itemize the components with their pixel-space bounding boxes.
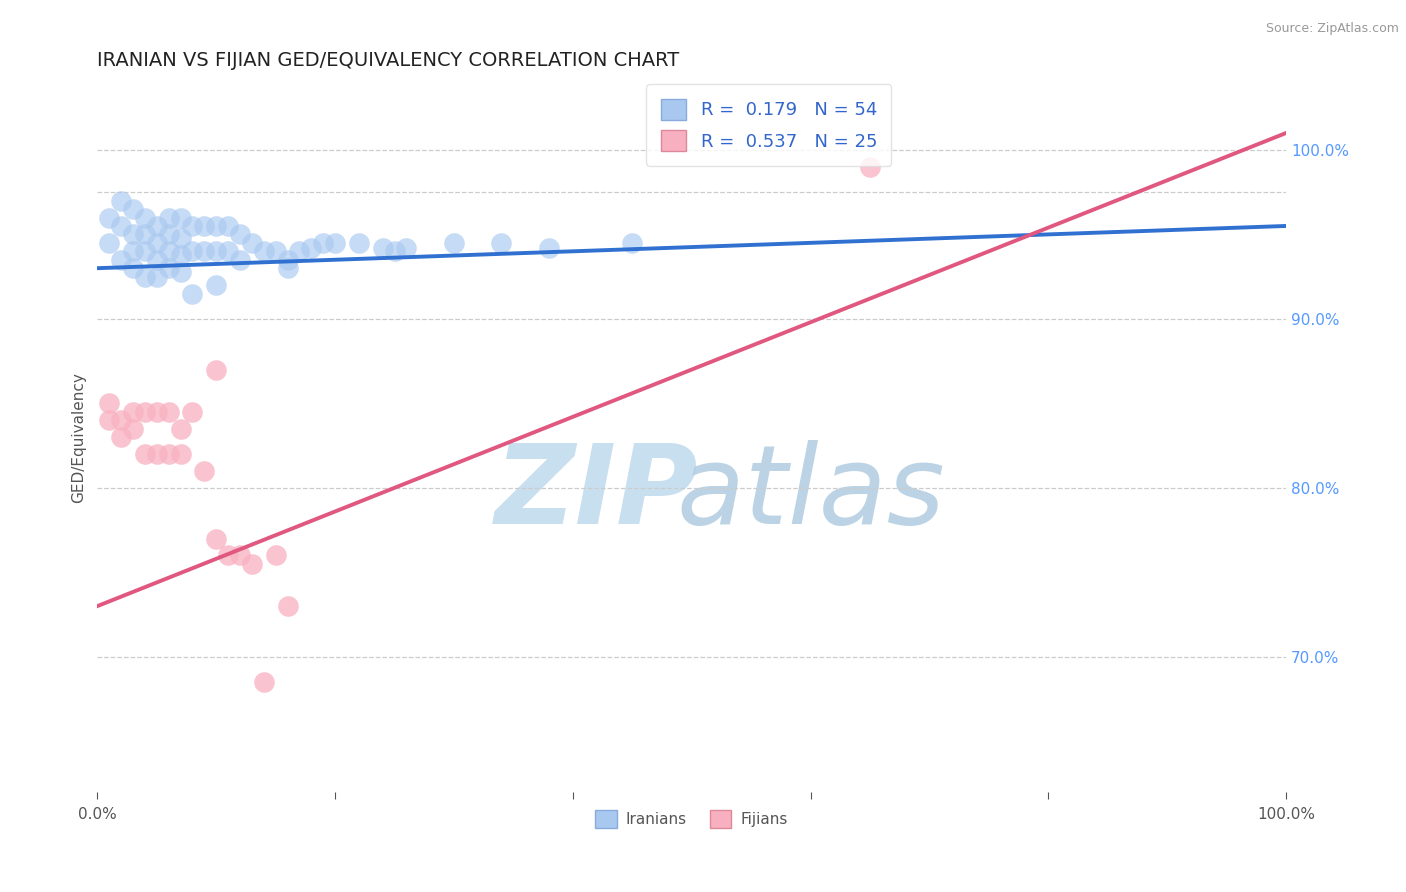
Point (193, 464, 215, 478)
Point (146, 405, 169, 419)
Point (110, 194, 132, 208)
Point (157, 447, 180, 461)
Point (288, 244, 311, 259)
Point (181, 286, 204, 301)
Point (157, 211, 180, 225)
Point (181, 405, 204, 419)
Text: Source: ZipAtlas.com: Source: ZipAtlas.com (1265, 22, 1399, 36)
Point (122, 405, 145, 419)
Point (277, 599, 299, 613)
Point (347, 235, 370, 250)
Text: IRANIAN VS FIJIAN GED/EQUIVALENCY CORRELATION CHART: IRANIAN VS FIJIAN GED/EQUIVALENCY CORREL… (97, 51, 679, 70)
Point (205, 362, 228, 376)
Point (277, 252, 299, 267)
Point (122, 202, 145, 216)
Point (98, 211, 121, 225)
Point (169, 231, 191, 245)
Point (157, 405, 180, 419)
Point (217, 244, 239, 259)
Point (240, 235, 263, 250)
Point (205, 532, 228, 546)
Point (110, 430, 132, 444)
Point (169, 264, 191, 278)
Point (181, 219, 204, 233)
Y-axis label: GED/Equivalency: GED/Equivalency (72, 372, 86, 502)
Point (229, 227, 252, 242)
Point (443, 235, 465, 250)
Point (537, 241, 560, 255)
Point (134, 227, 156, 242)
Point (110, 413, 132, 427)
Point (122, 244, 145, 259)
Point (98, 413, 121, 427)
Point (859, 160, 882, 174)
Point (205, 244, 228, 259)
Point (146, 219, 169, 233)
Point (134, 269, 156, 284)
Point (384, 244, 406, 259)
Point (122, 261, 145, 276)
Point (134, 211, 156, 225)
Point (491, 235, 513, 250)
Point (229, 252, 252, 267)
Point (240, 557, 263, 571)
Point (253, 244, 276, 259)
Point (169, 211, 191, 225)
Point (98, 235, 121, 250)
Point (371, 241, 394, 255)
Point (205, 219, 228, 233)
Point (395, 241, 418, 255)
Point (264, 549, 287, 563)
Text: atlas: atlas (676, 441, 945, 548)
Point (217, 549, 239, 563)
Point (110, 219, 132, 233)
Point (193, 244, 215, 259)
Point (146, 252, 169, 267)
Point (134, 405, 156, 419)
Point (157, 227, 180, 242)
Text: ZIP: ZIP (495, 441, 699, 548)
Point (193, 219, 215, 233)
Point (181, 244, 204, 259)
Point (253, 675, 276, 690)
Point (323, 235, 346, 250)
Point (146, 447, 169, 461)
Point (169, 248, 191, 262)
Point (157, 261, 180, 276)
Point (134, 447, 156, 461)
Point (229, 549, 252, 563)
Point (122, 422, 145, 436)
Point (157, 244, 180, 259)
Point (299, 241, 322, 255)
Point (264, 244, 287, 259)
Point (110, 252, 132, 267)
Point (98, 396, 121, 410)
Point (146, 235, 169, 250)
Point (146, 269, 169, 284)
Point (169, 447, 191, 461)
Point (122, 227, 145, 242)
Point (217, 219, 239, 233)
Point (621, 235, 644, 250)
Point (134, 244, 156, 259)
Point (169, 422, 191, 436)
Point (312, 235, 335, 250)
Point (205, 278, 228, 293)
Legend: Iranians, Fijians: Iranians, Fijians (589, 804, 794, 834)
Point (277, 261, 299, 276)
